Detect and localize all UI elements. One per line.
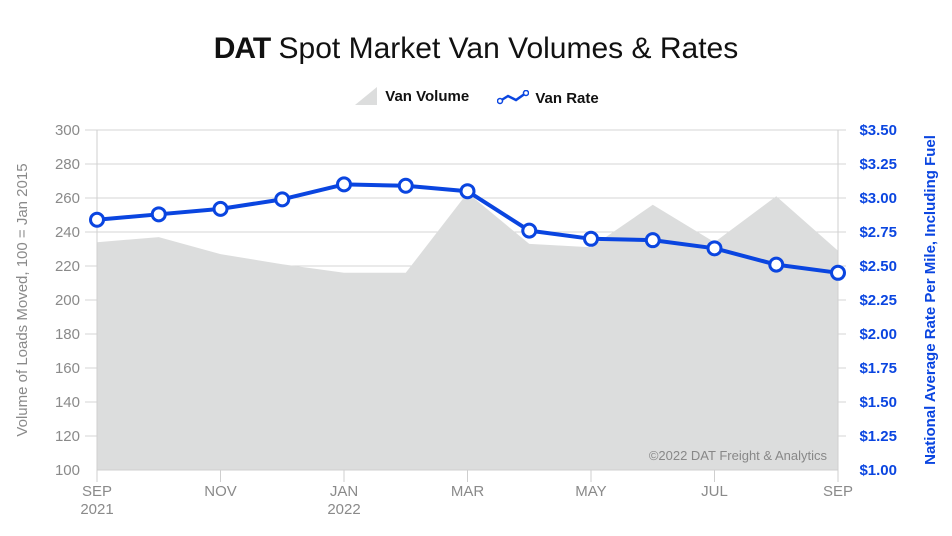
van-volume-area bbox=[97, 192, 838, 470]
van-rate-point bbox=[150, 206, 167, 223]
y-tick-label: 160 bbox=[55, 360, 80, 377]
x-tick-label: JUL bbox=[701, 483, 728, 500]
y-tick-label: 280 bbox=[55, 156, 80, 173]
legend-label: Van Rate bbox=[535, 89, 599, 107]
brand-logo-text: DAT bbox=[213, 32, 271, 65]
x-tick-year: 2022 bbox=[327, 501, 360, 518]
van-rate-point bbox=[583, 230, 599, 247]
van-rate-point bbox=[459, 183, 476, 200]
van-rate-point bbox=[768, 256, 785, 273]
y2-tick-label: $2.00 bbox=[859, 326, 897, 343]
y2-tick-label: $1.75 bbox=[859, 360, 897, 377]
x-tick-label: MAY bbox=[575, 483, 606, 500]
van-rate-point bbox=[89, 211, 105, 228]
title-text: Spot Market Van Volumes & Rates bbox=[278, 32, 739, 65]
y-tick-label: 220 bbox=[55, 258, 80, 275]
legend-label: Van Volume bbox=[385, 87, 470, 105]
x-tick-label: NOV bbox=[204, 483, 237, 500]
legend: Van Volume Van Rate bbox=[0, 86, 952, 110]
van-rate-point bbox=[274, 191, 291, 208]
x-tick-label: SEP bbox=[823, 483, 853, 500]
y2-tick-label: $3.00 bbox=[859, 190, 897, 207]
y-tick-label: 260 bbox=[55, 190, 80, 207]
legend-item-volume: Van Volume bbox=[353, 86, 469, 106]
y2-tick-label: $1.00 bbox=[859, 462, 897, 479]
copyright-annotation: ©2022 DAT Freight & Analytics bbox=[649, 448, 828, 463]
y-tick-label: 100 bbox=[55, 462, 80, 479]
area-swatch-icon bbox=[355, 87, 378, 105]
van-rate-point bbox=[830, 264, 846, 281]
van-rate-point bbox=[644, 232, 661, 249]
y2-tick-label: $2.25 bbox=[859, 292, 897, 309]
x-tick-label: JAN bbox=[330, 483, 358, 500]
y2-tick-label: $2.75 bbox=[859, 224, 897, 241]
van-rate-point bbox=[397, 177, 414, 194]
y-tick-label: 140 bbox=[55, 394, 80, 411]
y-tick-label: 180 bbox=[55, 326, 80, 343]
line-swatch-icon bbox=[497, 90, 530, 105]
y2-tick-label: $3.50 bbox=[859, 122, 897, 139]
x-tick-label: MAR bbox=[451, 483, 485, 500]
y-tick-label: 240 bbox=[55, 224, 80, 241]
van-rate-point bbox=[212, 200, 229, 217]
legend-item-rate: Van Rate bbox=[497, 89, 599, 107]
y-tick-label: 200 bbox=[55, 292, 80, 309]
chart-title: DAT Spot Market Van Volumes & Rates bbox=[0, 32, 952, 66]
y-tick-label: 120 bbox=[55, 428, 80, 445]
y2-tick-label: $1.50 bbox=[859, 394, 897, 411]
x-tick-year: 2021 bbox=[80, 501, 113, 518]
y2-tick-label: $1.25 bbox=[859, 428, 897, 445]
van-rate-point bbox=[706, 240, 723, 257]
x-tick-label: SEP bbox=[82, 483, 112, 500]
y-axis-label: Volume of Loads Moved, 100 = Jan 2015 bbox=[14, 163, 31, 436]
y-tick-label: 300 bbox=[55, 122, 80, 139]
y2-tick-label: $2.50 bbox=[859, 258, 897, 275]
y2-axis-label: National Average Rate Per Mile, Includin… bbox=[922, 135, 939, 465]
y2-tick-label: $3.25 bbox=[859, 156, 897, 173]
van-rate-point bbox=[336, 176, 352, 193]
van-rate-point bbox=[521, 222, 538, 239]
